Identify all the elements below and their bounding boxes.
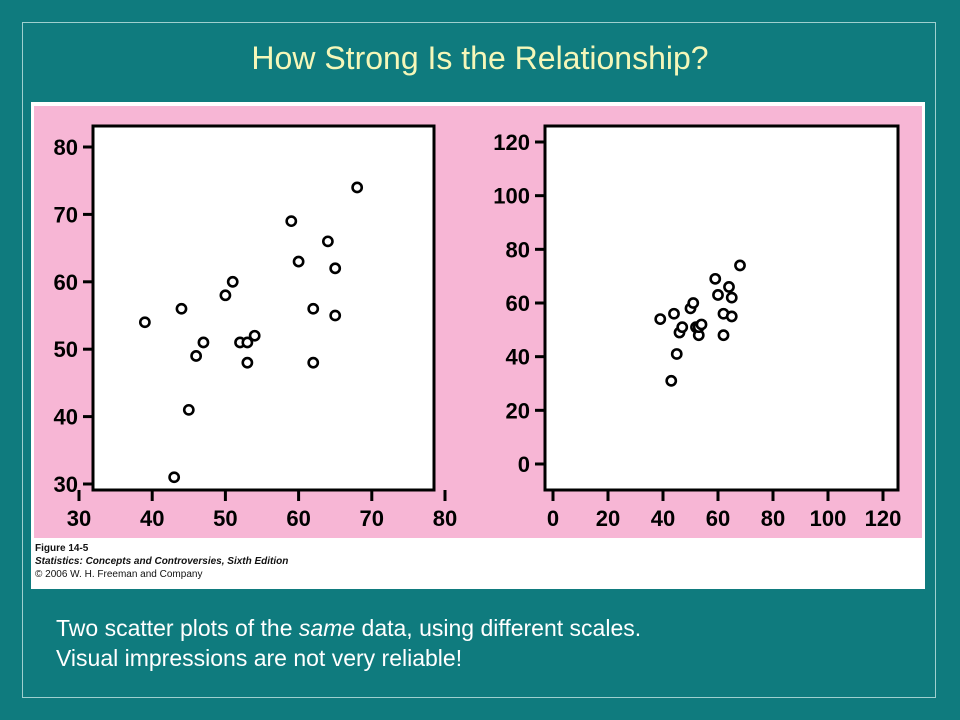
slide-description: Two scatter plots of the same data, usin… [56, 613, 641, 673]
chart-2-data-point [665, 374, 678, 387]
chart-2-data-point [717, 329, 730, 342]
chart-2-data-point [734, 259, 746, 272]
chart-1-data-point [292, 255, 305, 268]
chart-2-data-point [654, 313, 667, 325]
chart-1-x-tick-label: 30 [67, 506, 91, 531]
book-title: Statistics: Concepts and Controversies, … [35, 556, 289, 567]
chart-1-y-tick-label: 40 [54, 405, 78, 430]
chart-2-data-point [668, 307, 680, 320]
chart-1-data-point [241, 336, 254, 349]
chart-2-y-tick-label: 0 [518, 452, 530, 477]
chart-1-data-point [321, 235, 334, 248]
chart-1-data-point [307, 356, 320, 369]
chart-1-x-tick-label: 40 [140, 506, 164, 531]
chart-1-data-point [197, 336, 210, 349]
chart-2-y-tick-label: 20 [506, 398, 530, 423]
chart-2-data-point [676, 321, 689, 334]
chart-2-y-tick-label: 80 [506, 237, 530, 262]
chart-1-y-tick-label: 50 [54, 337, 78, 362]
chart-2-plot-frame [543, 124, 900, 492]
figure-plot-area: 30 40 50 60 70 80 30 40 50 60 70 80 0 20 40 60 80 100 120 0… [34, 106, 922, 538]
chart-2-data-point [687, 297, 700, 309]
chart-2-x-tick-label: 60 [706, 506, 730, 531]
chart-2-x-tick-label: 80 [761, 506, 785, 531]
chart-1-plot-frame [91, 124, 436, 492]
chart-1-data-point [175, 302, 188, 315]
chart-2-x-tick-label: 0 [547, 506, 559, 531]
description-line-2: Visual impressions are not very reliable… [56, 645, 463, 671]
chart-1-data-point [168, 471, 181, 484]
chart-1-data-point [182, 403, 195, 416]
description-emphasis: same [298, 615, 356, 641]
scatter-plots: 30 40 50 60 70 80 30 40 50 60 70 80 0 20 40 60 80 100 120 0… [54, 124, 902, 531]
chart-2-x-tick-label: 100 [810, 506, 847, 531]
chart-2-data-point [712, 289, 724, 301]
chart-1-data-point [329, 309, 342, 322]
chart-1-x-tick-label: 60 [286, 506, 310, 531]
chart-1-data-point [285, 215, 298, 228]
chart-1-y-tick-label: 30 [54, 472, 78, 497]
description-line-1: Two scatter plots of the same data, usin… [56, 613, 641, 643]
chart-1-y-tick-label: 80 [54, 135, 78, 160]
figure-label: Figure 14-5 [35, 543, 89, 554]
figure-caption: Figure 14-5 Statistics: Concepts and Con… [35, 542, 288, 581]
chart-2-y-tick-label: 60 [506, 291, 530, 316]
chart-1-data-point [329, 262, 342, 275]
description-line-1-end: data, using different scales. [355, 615, 642, 641]
chart-1-x-tick-label: 50 [213, 506, 237, 531]
chart-1-data-point [138, 316, 151, 329]
chart-1-data-point [241, 356, 254, 369]
chart-2-y-tick-label: 100 [493, 184, 530, 209]
chart-2-data-point [709, 272, 722, 285]
chart-2-data-point [670, 348, 683, 360]
chart-2-x-tick-label: 20 [596, 506, 620, 531]
chart-1-data-point [307, 302, 320, 315]
slide-title: How Strong Is the Relationship? [251, 40, 709, 76]
copyright-line: © 2006 W. H. Freeman and Company [35, 569, 203, 580]
chart-2-y-tick-label: 120 [493, 130, 530, 155]
chart-2-y-tick-label: 40 [506, 345, 530, 370]
chart-1-x-tick-label: 80 [433, 506, 457, 531]
chart-1-data-point [248, 329, 261, 342]
chart-1-y-tick-label: 70 [54, 202, 78, 227]
chart-1-x-tick-label: 70 [360, 506, 384, 531]
chart-1-data-point [190, 350, 203, 362]
chart-2-data-point [723, 280, 735, 293]
chart-2-data-point [725, 310, 738, 323]
description-line-1-start: Two scatter plots of the [56, 615, 299, 641]
chart-1-data-point [226, 275, 239, 288]
slide-frame [22, 22, 936, 698]
chart-2-data-point [725, 291, 738, 304]
chart-2-data-point [695, 318, 708, 331]
chart-2-x-tick-label: 40 [651, 506, 675, 531]
figure-box: 30 40 50 60 70 80 30 40 50 60 70 80 0 20 40 60 80 100 120 0… [31, 102, 925, 589]
chart-2-x-tick-label: 120 [865, 506, 902, 531]
chart-1-y-tick-label: 60 [54, 270, 78, 295]
chart-1-data-point [219, 289, 232, 302]
chart-1-data-point [351, 181, 364, 194]
